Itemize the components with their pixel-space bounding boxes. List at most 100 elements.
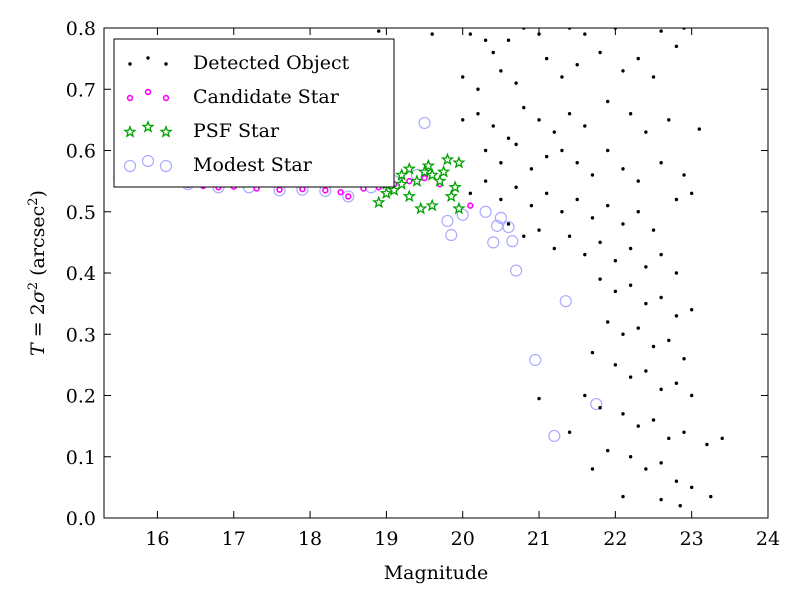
point-detected-object bbox=[651, 228, 656, 232]
point-detected-object bbox=[621, 69, 625, 73]
y-tick-label: 0.5 bbox=[66, 202, 96, 224]
point-detected-object bbox=[628, 283, 633, 287]
point-detected-object bbox=[499, 69, 503, 73]
legend: Detected Object Candidate Star PSF Star Mod… bbox=[113, 38, 395, 188]
point-detected-object bbox=[636, 424, 640, 428]
point-detected-object bbox=[636, 179, 640, 183]
point-psf-star bbox=[379, 186, 394, 200]
point-detected-object bbox=[644, 301, 648, 306]
point-candidate-star bbox=[467, 202, 474, 209]
x-tick-label: 18 bbox=[298, 528, 322, 550]
point-detected-object bbox=[491, 50, 495, 55]
y-axis-label-unit-sup: 2 bbox=[26, 197, 41, 205]
point-detected-object bbox=[659, 295, 663, 300]
legend-label: Candidate Star bbox=[193, 86, 340, 108]
point-detected-object bbox=[483, 148, 488, 153]
point-detected-object bbox=[697, 127, 702, 131]
point-psf-star bbox=[421, 158, 436, 172]
point-detected-object bbox=[682, 357, 686, 361]
point-detected-object bbox=[522, 105, 526, 110]
point-detected-object bbox=[651, 75, 656, 79]
point-detected-object bbox=[682, 430, 686, 434]
point-detected-object bbox=[636, 326, 640, 330]
point-detected-object bbox=[636, 56, 640, 61]
legend-marker-psf-star bbox=[159, 124, 173, 138]
point-detected-object bbox=[537, 118, 541, 122]
point-psf-star bbox=[410, 174, 424, 187]
point-detected-object bbox=[659, 29, 663, 33]
point-detected-object bbox=[590, 216, 595, 220]
point-candidate-star bbox=[322, 187, 329, 194]
point-psf-star bbox=[425, 167, 439, 181]
point-detected-object bbox=[659, 387, 663, 392]
y-axis-label-lhs: T bbox=[27, 342, 49, 356]
point-modest-star bbox=[510, 264, 523, 277]
y-tick-label: 0.8 bbox=[66, 18, 96, 40]
point-psf-star bbox=[402, 161, 416, 175]
point-detected-object bbox=[674, 314, 679, 318]
y-axis-label-eq: = 2 bbox=[27, 303, 49, 343]
point-detected-object bbox=[667, 118, 671, 122]
point-detected-object bbox=[544, 56, 549, 61]
point-detected-object bbox=[613, 259, 618, 263]
point-detected-object bbox=[461, 118, 465, 122]
point-detected-object bbox=[689, 485, 694, 490]
point-detected-object bbox=[621, 222, 625, 226]
point-modest-star bbox=[441, 214, 454, 228]
y-tick-labels: 0.0 0.1 0.2 0.3 0.4 0.5 0.6 0.7 0.8 bbox=[66, 18, 96, 530]
y-axis-label-sup: 2 bbox=[26, 282, 41, 290]
point-detected-object bbox=[709, 494, 713, 499]
point-detected-object bbox=[659, 161, 663, 165]
point-modest-star bbox=[559, 295, 572, 308]
legend-marker-modest-star bbox=[159, 159, 173, 173]
legend-marker-psf-star bbox=[141, 119, 155, 133]
point-detected-object bbox=[606, 203, 610, 208]
point-modest-star bbox=[506, 235, 519, 248]
point-detected-object bbox=[560, 210, 564, 214]
point-detected-object bbox=[606, 99, 610, 104]
point-detected-object bbox=[705, 442, 709, 447]
point-detected-object bbox=[659, 461, 663, 465]
legend-label: PSF Star bbox=[193, 120, 280, 142]
legend-item-candidate-star: Candidate Star bbox=[126, 86, 340, 108]
x-tick-label: 22 bbox=[603, 528, 627, 550]
point-candidate-star bbox=[276, 186, 283, 193]
point-detected-object bbox=[674, 44, 679, 49]
y-tick-label: 0.6 bbox=[66, 141, 96, 163]
y-tick-label: 0.1 bbox=[66, 447, 96, 469]
point-detected-object bbox=[644, 369, 648, 373]
legend-marker-modest-star bbox=[123, 159, 137, 173]
legend-marker-detected-object bbox=[128, 62, 132, 66]
point-detected-object bbox=[689, 191, 694, 196]
point-detected-object bbox=[678, 504, 682, 508]
point-detected-object bbox=[567, 234, 572, 238]
point-detected-object bbox=[590, 350, 595, 355]
x-tick-label: 23 bbox=[680, 528, 704, 550]
point-modest-star bbox=[479, 205, 492, 218]
legend-label: Modest Star bbox=[193, 154, 313, 176]
legend-item-detected-object: Detected Object bbox=[128, 52, 350, 74]
point-detected-object bbox=[499, 197, 503, 202]
point-detected-object bbox=[583, 252, 587, 257]
x-tick-label: 16 bbox=[145, 528, 169, 550]
point-modest-star bbox=[456, 208, 469, 221]
legend-marker-detected-object bbox=[146, 56, 150, 60]
legend-marker bbox=[126, 88, 170, 102]
point-detected-object bbox=[514, 81, 518, 85]
point-detected-object bbox=[590, 173, 595, 177]
point-psf-star bbox=[387, 183, 401, 197]
point-detected-object bbox=[621, 332, 625, 336]
point-detected-object bbox=[628, 112, 633, 116]
legend-marker bbox=[123, 154, 173, 173]
point-detected-object bbox=[560, 75, 564, 79]
point-detected-object bbox=[560, 148, 564, 153]
point-detected-object bbox=[644, 130, 648, 134]
x-axis-label: Magnitude bbox=[384, 562, 489, 584]
point-detected-object bbox=[621, 494, 625, 499]
y-tick-label: 0.3 bbox=[66, 324, 96, 346]
point-detected-object bbox=[575, 197, 579, 202]
point-detected-object bbox=[598, 406, 602, 410]
point-candidate-star bbox=[345, 193, 352, 200]
point-psf-star bbox=[433, 174, 447, 187]
